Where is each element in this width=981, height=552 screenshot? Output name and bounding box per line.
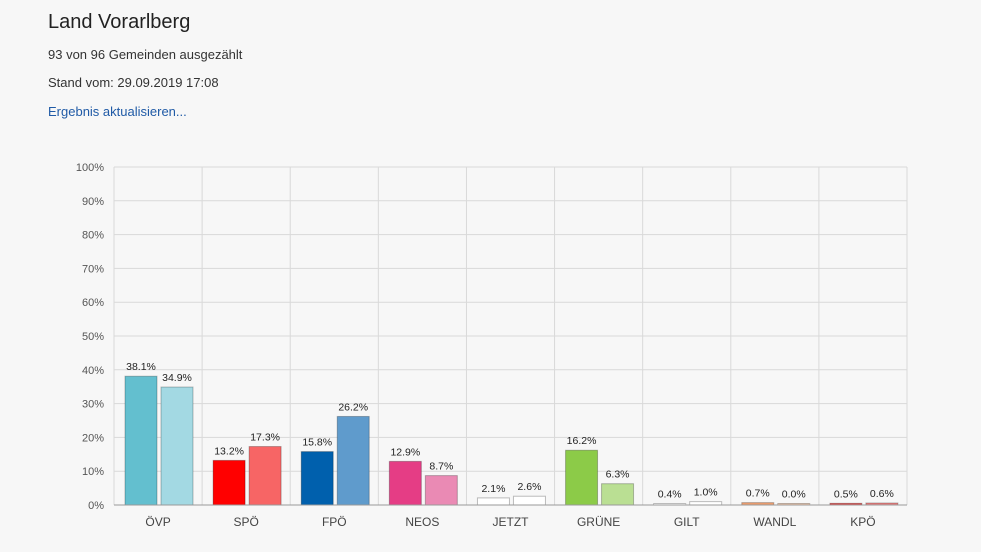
counted-status: 93 von 96 Gemeinden ausgezählt <box>48 47 243 62</box>
bar-grüne-1 <box>565 449 599 506</box>
data-label: 2.1% <box>481 483 505 495</box>
data-label: 13.2% <box>214 445 244 457</box>
data-label: 38.1% <box>126 361 156 373</box>
data-label: 26.2% <box>338 401 368 413</box>
x-category-label: KPÖ <box>850 515 875 529</box>
bar-fpö-2 <box>336 415 370 506</box>
bar-neos-1 <box>388 460 422 506</box>
data-label: 0.5% <box>834 488 858 500</box>
x-category-label: SPÖ <box>233 515 258 529</box>
bar-fpö-1 <box>300 451 334 506</box>
x-category-label: FPÖ <box>322 515 347 529</box>
bar-spö-1 <box>212 459 246 506</box>
x-category-label: NEOS <box>405 515 439 529</box>
bar-gilt-2 <box>689 501 723 506</box>
refresh-results-link[interactable]: Ergebnis aktualisieren... <box>48 104 187 119</box>
data-label: 0.0% <box>782 489 806 501</box>
data-label: 16.2% <box>567 435 597 447</box>
bar-spö-2 <box>248 446 282 506</box>
header: Land Vorarlberg 93 von 96 Gemeinden ausg… <box>48 10 242 121</box>
data-label: 17.3% <box>250 432 280 444</box>
x-category-label: GRÜNE <box>577 515 620 529</box>
data-label: 0.6% <box>870 488 894 500</box>
data-label: 0.7% <box>746 488 770 500</box>
timestamp: Stand vom: 29.09.2019 17:08 <box>48 75 219 90</box>
x-category-label: WANDL <box>753 515 796 529</box>
y-tick-label: 80% <box>82 230 104 242</box>
y-tick-label: 0% <box>88 500 104 512</box>
y-tick-label: 100% <box>76 162 104 174</box>
bar-övp-2 <box>160 386 194 506</box>
x-category-label: GILT <box>674 515 700 529</box>
bar-övp-1 <box>124 375 158 506</box>
y-tick-label: 40% <box>82 365 104 377</box>
bar-grüne-2 <box>601 483 635 506</box>
y-tick-label: 10% <box>82 466 104 478</box>
y-tick-label: 60% <box>82 297 104 309</box>
data-label: 34.9% <box>162 372 192 384</box>
bar-jetzt-2 <box>512 495 546 506</box>
x-category-label: ÖVP <box>145 515 170 529</box>
y-tick-label: 70% <box>82 263 104 275</box>
bar-jetzt-1 <box>476 497 510 506</box>
data-label: 0.4% <box>658 489 682 501</box>
y-tick-label: 90% <box>82 196 104 208</box>
y-tick-label: 30% <box>82 399 104 411</box>
bar-neos-2 <box>424 475 458 506</box>
data-label: 12.9% <box>390 446 420 458</box>
data-label: 1.0% <box>694 487 718 499</box>
y-tick-label: 50% <box>82 331 104 343</box>
y-tick-label: 20% <box>82 432 104 444</box>
data-label: 2.6% <box>517 481 541 493</box>
page-title: Land Vorarlberg <box>48 11 191 33</box>
data-label: 6.3% <box>606 469 630 481</box>
data-label: 15.8% <box>302 437 332 449</box>
x-category-label: JETZT <box>493 515 530 529</box>
data-label: 8.7% <box>429 461 453 473</box>
